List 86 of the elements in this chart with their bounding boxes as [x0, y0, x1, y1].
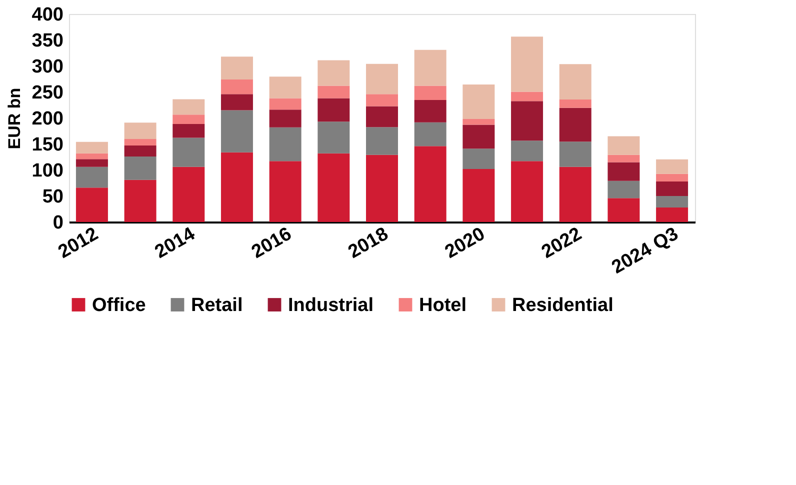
bar [462, 148, 495, 169]
bar [124, 180, 156, 222]
bar [318, 60, 350, 86]
bar [559, 166, 592, 222]
bar [656, 196, 688, 208]
bar [366, 127, 398, 155]
bar [172, 114, 205, 124]
y-tick-label: 0 [52, 212, 64, 234]
bar [318, 98, 350, 122]
bar [220, 80, 253, 94]
bar [124, 122, 156, 140]
bar [608, 154, 640, 162]
bar [559, 100, 592, 108]
legend-label: Residential [512, 294, 614, 316]
bar [366, 64, 398, 94]
bar [269, 127, 302, 162]
bar [414, 86, 446, 100]
bar [414, 100, 446, 122]
bar [511, 36, 544, 92]
bar [414, 146, 446, 222]
bar [656, 181, 688, 196]
bar [220, 56, 253, 80]
bar [76, 188, 108, 222]
x-tick-label: 2022 [538, 224, 586, 263]
legend-label: Retail [191, 294, 243, 316]
bar [269, 161, 302, 222]
x-tick-label: 2018 [344, 224, 392, 263]
bar [318, 86, 350, 98]
bar [414, 50, 446, 86]
bar [269, 76, 302, 98]
bar [220, 94, 253, 110]
bar [269, 110, 302, 128]
y-axis-title: EUR bn [4, 88, 24, 150]
bar [511, 140, 544, 162]
bar [608, 162, 640, 181]
bar [462, 119, 495, 125]
bar [172, 138, 205, 167]
legend-label: Hotel [419, 294, 466, 316]
bar [366, 106, 398, 128]
bar [76, 153, 108, 160]
y-tick-label: 100 [32, 160, 64, 182]
bar [608, 180, 640, 198]
bar [559, 64, 592, 100]
y-tick-label: 50 [42, 186, 64, 208]
y-tick-label: 400 [32, 4, 64, 26]
legend-label: Office [92, 294, 146, 316]
bar [656, 159, 688, 174]
bar [318, 122, 350, 154]
bar [462, 124, 495, 149]
bar [366, 154, 398, 222]
x-tick-label: 2020 [442, 224, 489, 263]
bar [559, 108, 592, 142]
bar [366, 94, 398, 106]
bar [462, 84, 495, 120]
y-tick-label: 350 [32, 30, 64, 52]
bar [559, 142, 592, 167]
bar [608, 198, 640, 222]
bar [220, 152, 253, 222]
y-tick-label: 250 [32, 82, 64, 104]
bar [220, 110, 253, 152]
y-tick-label: 200 [32, 108, 64, 130]
bar [656, 207, 688, 222]
bar [124, 146, 156, 156]
bar [172, 124, 205, 138]
bar [656, 174, 688, 182]
x-tick-label: 2024 Q3 [608, 224, 682, 278]
bar [269, 98, 302, 110]
bar [511, 92, 544, 102]
x-tick-label: 2014 [152, 223, 200, 263]
bar [76, 166, 108, 188]
bar [76, 159, 108, 167]
legend-label: Industrial [288, 294, 374, 316]
bar [124, 156, 156, 180]
y-tick-label: 300 [32, 56, 64, 78]
bar [318, 153, 350, 222]
bar [172, 166, 205, 222]
bar [511, 101, 544, 141]
bar [124, 139, 156, 146]
bar [172, 99, 205, 115]
bar [76, 142, 108, 154]
bar [608, 136, 640, 155]
bar [511, 161, 544, 222]
bar [414, 122, 446, 146]
x-tick-label: 2016 [248, 224, 296, 263]
y-tick-label: 150 [32, 134, 64, 156]
bar [462, 168, 495, 222]
